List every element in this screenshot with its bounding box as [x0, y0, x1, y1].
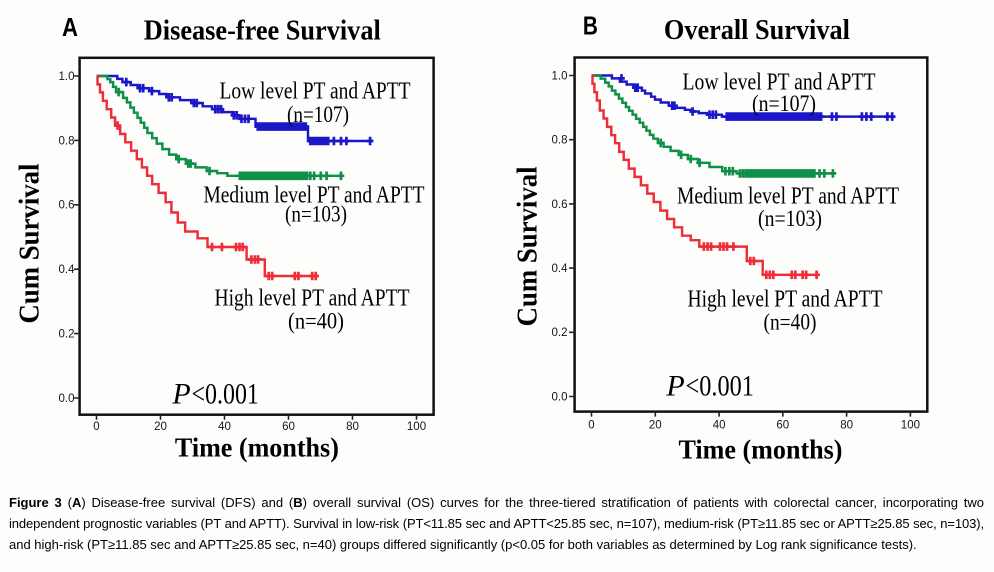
svg-text:100: 100 — [901, 420, 920, 432]
svg-text:Overall Survival: Overall Survival — [664, 15, 850, 46]
svg-text:<0.001: <0.001 — [192, 378, 259, 411]
svg-text:0.0: 0.0 — [552, 391, 568, 403]
svg-text:40: 40 — [713, 420, 726, 432]
svg-text:20: 20 — [649, 420, 662, 432]
svg-text:<0.001: <0.001 — [686, 369, 754, 402]
svg-text:1.0: 1.0 — [59, 71, 75, 83]
svg-text:P: P — [171, 378, 190, 411]
svg-text:(n=107): (n=107) — [287, 102, 349, 127]
svg-text:0.6: 0.6 — [552, 199, 568, 211]
svg-text:Low level PT and APTT: Low level PT and APTT — [683, 70, 876, 96]
svg-text:80: 80 — [346, 421, 359, 433]
svg-text:(n=103): (n=103) — [285, 202, 347, 227]
svg-text:Low level PT and APTT: Low level PT and APTT — [220, 79, 411, 105]
svg-text:(n=40): (n=40) — [288, 309, 344, 334]
svg-text:Time (months): Time (months) — [175, 433, 339, 463]
svg-text:0.2: 0.2 — [59, 329, 75, 341]
svg-text:(n=103): (n=103) — [758, 206, 822, 231]
svg-text:0.6: 0.6 — [59, 200, 75, 212]
svg-text:Medium level PT and APTT: Medium level PT and APTT — [677, 184, 899, 210]
svg-text:0.0: 0.0 — [59, 393, 75, 405]
svg-text:Disease-free Survival: Disease-free Survival — [144, 16, 381, 47]
svg-text:1.0: 1.0 — [552, 70, 568, 82]
svg-text:Cum Survival: Cum Survival — [15, 163, 46, 323]
svg-text:A: A — [62, 12, 78, 42]
svg-text:High level PT and APTT: High level PT and APTT — [215, 286, 410, 312]
svg-text:B: B — [583, 11, 598, 41]
svg-text:40: 40 — [218, 421, 231, 433]
svg-text:Medium level PT and APTT: Medium level PT and APTT — [204, 183, 425, 209]
svg-text:100: 100 — [407, 421, 426, 433]
svg-text:0.8: 0.8 — [552, 135, 568, 147]
svg-text:0.8: 0.8 — [59, 135, 75, 147]
svg-text:0.4: 0.4 — [552, 263, 569, 275]
svg-text:60: 60 — [282, 421, 295, 433]
svg-text:(n=40): (n=40) — [764, 310, 817, 335]
svg-text:Time (months): Time (months) — [679, 434, 843, 464]
svg-text:P: P — [665, 369, 684, 402]
svg-text:0: 0 — [93, 421, 99, 433]
svg-text:Cum Survival: Cum Survival — [513, 166, 544, 326]
svg-text:0.4: 0.4 — [59, 264, 76, 276]
svg-text:20: 20 — [154, 421, 167, 433]
svg-text:0: 0 — [588, 420, 594, 432]
svg-text:80: 80 — [840, 420, 853, 432]
svg-text:High level PT and APTT: High level PT and APTT — [688, 287, 883, 313]
svg-text:60: 60 — [776, 420, 789, 432]
svg-text:0.2: 0.2 — [552, 327, 568, 339]
svg-text:(n=107): (n=107) — [752, 91, 816, 116]
